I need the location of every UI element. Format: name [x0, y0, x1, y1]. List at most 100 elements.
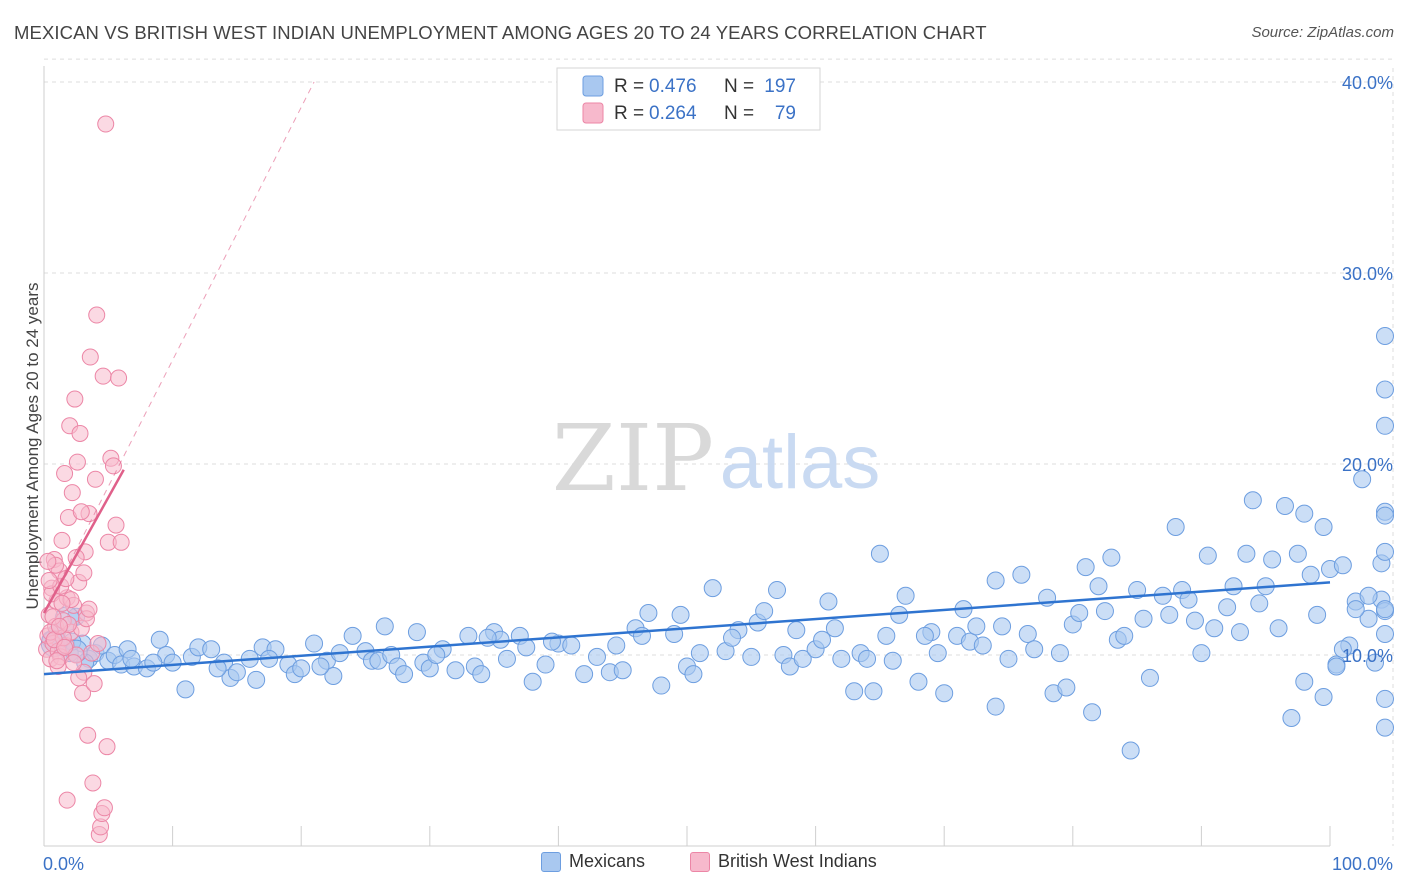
data-point-bwi — [80, 600, 98, 618]
data-point-mexicans — [890, 605, 909, 624]
data-point-mexicans — [1359, 609, 1378, 628]
data-point-bwi — [39, 552, 57, 570]
data-point-mexicans — [459, 626, 478, 645]
data-point-mexicans — [587, 647, 606, 666]
data-point-mexicans — [1376, 327, 1394, 346]
mexicans-points — [40, 327, 1394, 760]
data-point-bwi — [48, 652, 66, 670]
data-point-mexicans — [1327, 657, 1346, 676]
x-tick-label-min: 0.0% — [43, 854, 84, 874]
data-point-mexicans — [928, 644, 947, 663]
data-point-mexicans — [1295, 672, 1314, 691]
data-point-mexicans — [375, 617, 394, 636]
data-point-mexicans — [1166, 518, 1185, 537]
data-point-mexicans — [1083, 703, 1102, 722]
data-point-mexicans — [671, 605, 690, 624]
data-point-mexicans — [1366, 653, 1385, 672]
legend-r-value-2: 0.264 — [649, 103, 697, 124]
data-point-mexicans — [935, 684, 954, 703]
data-point-bwi — [50, 617, 68, 635]
legend-n-label-1: N = — [724, 76, 754, 97]
y-tick-label: 20.0% — [1342, 455, 1393, 475]
watermark-zip: ZIP — [552, 405, 714, 512]
bwi-points — [38, 115, 130, 844]
chart-title: MEXICAN VS BRITISH WEST INDIAN UNEMPLOYM… — [14, 22, 987, 43]
data-point-bwi — [84, 774, 102, 792]
data-point-mexicans — [305, 634, 324, 653]
data-point-mexicans — [652, 676, 671, 695]
data-point-mexicans — [523, 672, 542, 691]
legend-r-value-1: 0.476 — [649, 76, 697, 97]
x-tick-label-max: 100.0% — [1332, 854, 1393, 874]
trend-line-bwi-extended — [43, 81, 315, 614]
data-point-mexicans — [1224, 577, 1243, 596]
data-point-bwi — [56, 638, 74, 656]
data-point-mexicans — [1070, 603, 1089, 622]
tick-labels: 10.0% 20.0% 30.0% 40.0% 0.0% 100.0% — [43, 73, 1393, 874]
data-point-bwi — [70, 669, 88, 687]
data-point-mexicans — [575, 665, 594, 684]
data-point-mexicans — [1263, 550, 1282, 569]
data-point-bwi — [97, 115, 115, 133]
data-point-mexicans — [1353, 470, 1372, 489]
data-point-mexicans — [446, 661, 465, 680]
data-point-bwi — [56, 465, 74, 483]
data-point-mexicans — [202, 640, 221, 659]
data-point-mexicans — [1128, 581, 1147, 600]
data-point-bwi — [53, 531, 71, 549]
source-credit: Source: ZipAtlas.com — [1251, 24, 1394, 41]
data-point-mexicans — [1250, 594, 1269, 613]
data-point-mexicans — [742, 647, 761, 666]
data-point-mexicans — [163, 653, 182, 672]
data-point-mexicans — [813, 630, 832, 649]
data-point-mexicans — [542, 632, 561, 651]
data-point-mexicans — [1376, 506, 1394, 525]
data-point-mexicans — [858, 649, 877, 668]
data-point-mexicans — [1346, 600, 1365, 619]
legend-n-label-2: N = — [724, 103, 754, 124]
data-point-mexicans — [999, 649, 1018, 668]
data-point-mexicans — [1179, 590, 1198, 609]
data-point-bwi — [107, 516, 125, 534]
data-point-mexicans — [915, 626, 934, 645]
data-point-mexicans — [1376, 718, 1394, 737]
data-point-mexicans — [324, 667, 343, 686]
data-point-mexicans — [1018, 624, 1037, 643]
data-point-bwi — [75, 564, 93, 582]
data-point-bwi — [98, 738, 116, 756]
data-point-mexicans — [343, 626, 362, 645]
trend-line-mexicans — [43, 581, 1331, 676]
data-point-mexicans — [1282, 709, 1301, 728]
data-point-mexicans — [819, 592, 838, 611]
data-point-mexicans — [1050, 644, 1069, 663]
data-point-bwi — [72, 503, 90, 521]
data-point-mexicans — [986, 697, 1005, 716]
data-point-mexicans — [292, 659, 311, 678]
y-tick-label: 40.0% — [1342, 73, 1393, 93]
data-point-bwi — [89, 635, 107, 653]
legend-item-mexicans: Mexicans — [541, 851, 645, 872]
data-point-mexicans — [472, 665, 491, 684]
data-point-mexicans — [1115, 626, 1134, 645]
data-point-mexicans — [144, 653, 163, 672]
data-point-mexicans — [703, 579, 722, 598]
data-point-mexicans — [793, 649, 812, 668]
data-point-mexicans — [1160, 605, 1179, 624]
trend-lines — [42, 81, 1331, 676]
axes — [43, 66, 1331, 847]
data-point-mexicans — [864, 682, 883, 701]
data-point-mexicans — [1192, 644, 1211, 663]
data-point-bwi — [66, 390, 84, 408]
data-point-mexicans — [1243, 491, 1262, 510]
data-point-bwi — [58, 791, 76, 809]
data-point-bwi — [88, 306, 106, 324]
data-point-bwi — [65, 654, 83, 672]
legend-top: R = 0.476 N = 197 R = 0.264 N = 79 — [556, 67, 821, 131]
data-point-mexicans — [613, 661, 632, 680]
legend-item-bwi: British West Indians — [690, 851, 877, 872]
data-point-mexicans — [1121, 741, 1140, 760]
data-point-mexicans — [1269, 619, 1288, 638]
data-point-bwi — [110, 369, 128, 387]
data-point-mexicans — [1376, 380, 1394, 399]
legend-swatch-bwi — [690, 851, 710, 872]
